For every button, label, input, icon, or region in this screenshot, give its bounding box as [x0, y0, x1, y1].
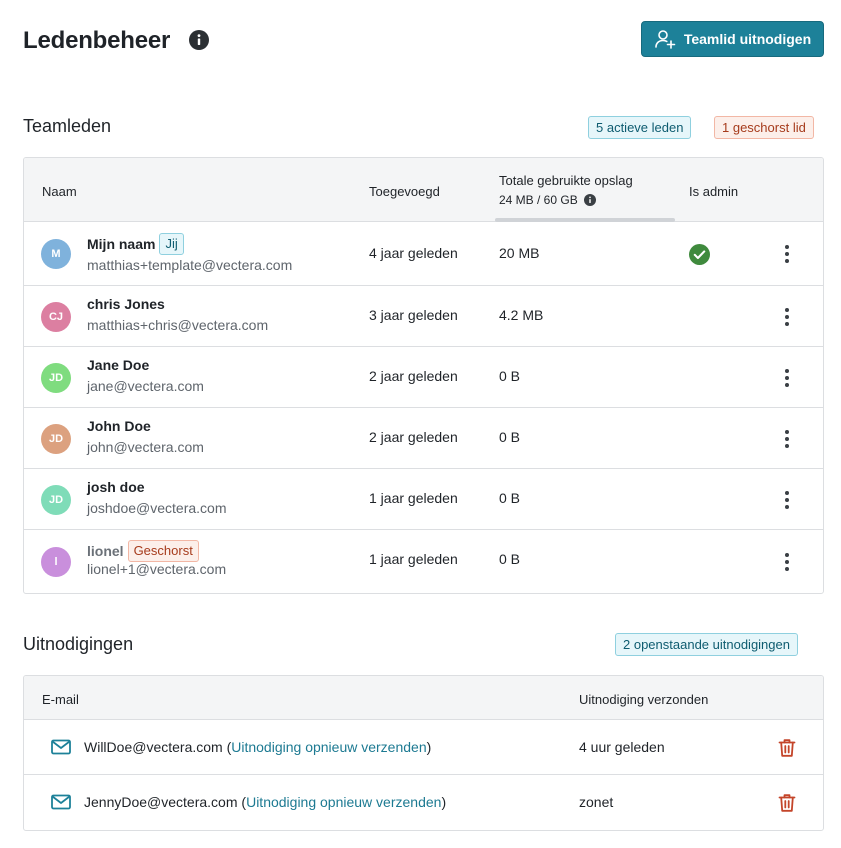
you-tag: Jij [159, 233, 184, 255]
member-storage: 0 B [499, 368, 521, 384]
storage-usage-text: 24 MB / 60 GB [499, 193, 578, 207]
suspended-members-badge: 1 geschorst lid [714, 116, 814, 139]
invitation-email-text: JennyDoe@vectera.com [84, 794, 238, 810]
member-name-text: John Doe [87, 418, 151, 434]
member-name-text: chris Jones [87, 296, 165, 312]
invitation-email: JennyDoe@vectera.com (Uitnodiging opnieu… [84, 794, 447, 810]
trash-icon[interactable] [778, 738, 796, 758]
member-row: JD John Doe john@vectera.com 2 jaar gele… [24, 408, 823, 469]
member-added: 2 jaar geleden [369, 429, 458, 445]
column-email: E-mail [42, 692, 79, 707]
member-email: matthias+chris@vectera.com [87, 317, 269, 333]
admin-check-icon [689, 243, 710, 265]
avatar: CJ [41, 301, 71, 332]
avatar: JD [41, 423, 71, 454]
invite-button-label: Teamlid uitnodigen [683, 31, 812, 47]
pending-invitations-badge: 2 openstaande uitnodigingen [615, 633, 798, 656]
more-options-icon[interactable] [779, 489, 795, 511]
members-section-title: Teamleden [23, 116, 112, 136]
storage-progress-bar [495, 218, 675, 222]
more-options-icon[interactable] [779, 306, 795, 328]
member-storage: 4.2 MB [499, 307, 544, 323]
invite-member-button[interactable]: Teamlid uitnodigen [641, 21, 824, 57]
mail-icon [51, 739, 71, 755]
more-options-icon[interactable] [779, 551, 795, 573]
more-options-icon[interactable] [779, 367, 795, 389]
mail-icon [51, 794, 71, 810]
invitation-sent: 4 uur geleden [579, 739, 665, 755]
member-name-text: lionel [87, 543, 124, 559]
member-added: 1 jaar geleden [369, 551, 458, 567]
member-email: jane@vectera.com [87, 378, 204, 394]
member-name: Jane Doe [87, 357, 149, 373]
avatar: l [41, 546, 71, 577]
info-icon[interactable] [189, 30, 209, 50]
resend-invitation-link[interactable]: Uitnodiging opnieuw verzenden [246, 794, 442, 810]
column-storage: Totale gebruikte opslag 24 MB / 60 GB [499, 173, 633, 207]
more-options-icon[interactable] [779, 428, 795, 450]
column-admin: Is admin [689, 184, 739, 199]
column-added: Toegevoegd [369, 184, 440, 199]
member-row: CJ chris Jones matthias+chris@vectera.co… [24, 286, 823, 347]
member-email: john@vectera.com [87, 439, 204, 455]
more-options-icon[interactable] [779, 243, 795, 265]
invitations-section-title: Uitnodigingen [23, 634, 134, 654]
column-storage-label: Totale gebruikte opslag [499, 173, 633, 188]
member-name: lionel Geschorst [87, 540, 199, 562]
avatar: JD [41, 484, 71, 515]
add-user-icon [655, 30, 676, 49]
invitation-row: WillDoe@vectera.com (Uitnodiging opnieuw… [24, 720, 823, 775]
page-header: Ledenbeheer Teamlid uitnodigen [23, 21, 824, 59]
member-storage: 0 B [499, 551, 521, 567]
member-storage: 20 MB [499, 245, 540, 261]
member-row: JD Jane Doe jane@vectera.com 2 jaar gele… [24, 347, 823, 408]
members-table: Naam Toegevoegd Totale gebruikte opslag … [23, 157, 824, 594]
member-name: Mijn naam Jij [87, 233, 184, 255]
invitation-sent: zonet [579, 794, 614, 810]
invitations-table-header: E-mail Uitnodiging verzonden [24, 676, 823, 720]
members-table-header: Naam Toegevoegd Totale gebruikte opslag … [24, 158, 823, 222]
member-row: l lionel Geschorst lionel+1@vectera.com 1… [24, 530, 823, 593]
invitation-email: WillDoe@vectera.com (Uitnodiging opnieuw… [84, 739, 432, 755]
member-added: 2 jaar geleden [369, 368, 458, 384]
info-icon[interactable] [583, 194, 596, 206]
member-name: josh doe [87, 479, 145, 495]
member-name-text: Jane Doe [87, 357, 150, 373]
member-email: lionel+1@vectera.com [87, 561, 227, 577]
member-email: joshdoe@vectera.com [87, 500, 227, 516]
resend-invitation-link[interactable]: Uitnodiging opnieuw verzenden [231, 739, 427, 755]
invitation-email-text: WillDoe@vectera.com [84, 739, 223, 755]
member-email: matthias+template@vectera.com [87, 257, 293, 273]
member-added: 4 jaar geleden [369, 245, 458, 261]
trash-icon[interactable] [778, 793, 796, 813]
member-storage: 0 B [499, 429, 521, 445]
member-row: JD josh doe joshdoe@vectera.com 1 jaar g… [24, 469, 823, 530]
member-name: John Doe [87, 418, 151, 434]
suspended-tag: Geschorst [127, 540, 199, 562]
column-name: Naam [42, 184, 77, 199]
column-sent: Uitnodiging verzonden [579, 692, 709, 707]
member-storage: 0 B [499, 490, 521, 506]
active-members-badge: 5 actieve leden [588, 116, 692, 139]
member-added: 1 jaar geleden [369, 490, 458, 506]
member-name: chris Jones [87, 296, 165, 312]
page-title: Ledenbeheer [23, 27, 171, 54]
avatar: M [41, 239, 71, 269]
member-name-text: josh doe [87, 479, 145, 495]
member-added: 3 jaar geleden [369, 307, 458, 323]
invitations-table: E-mail Uitnodiging verzonden WillDoe@vec… [23, 675, 824, 831]
member-row: M Mijn naam Jij matthias+template@vectera… [24, 222, 823, 286]
invitation-row: JennyDoe@vectera.com (Uitnodiging opnieu… [24, 775, 823, 830]
avatar: JD [41, 362, 71, 393]
member-name-text: Mijn naam [87, 236, 156, 252]
